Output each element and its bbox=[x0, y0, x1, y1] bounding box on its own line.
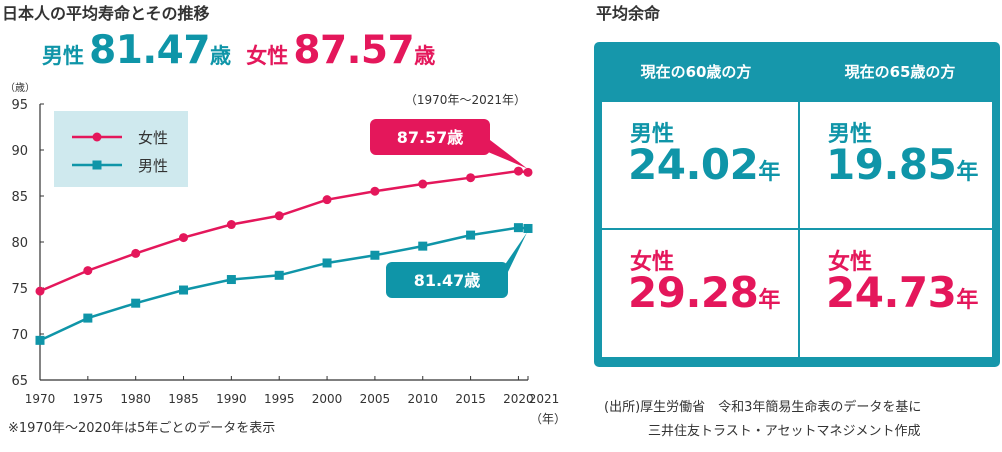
x-tick-label: 1980 bbox=[120, 392, 151, 406]
y-axis-unit: （歳） bbox=[5, 82, 35, 94]
cell-female-65: 女性 24.73年 bbox=[800, 230, 992, 357]
cell-female-65-value: 24.73 bbox=[826, 268, 957, 317]
x-tick-label: 2021 bbox=[529, 392, 560, 406]
column-header-60: 現在の60歳の方 bbox=[640, 63, 752, 81]
cell-male-60-value: 24.02 bbox=[628, 140, 759, 189]
data-point bbox=[274, 270, 284, 280]
x-tick-label: 2010 bbox=[407, 392, 438, 406]
source-note: (出所)厚生労働省 令和3年簡易生命表のデータを基に 三井住友トラスト・アセット… bbox=[604, 396, 921, 444]
data-point bbox=[513, 166, 523, 176]
source-line-2: 三井住友トラスト・アセットマネジメント作成 bbox=[648, 424, 921, 439]
y-tick-label: 95 bbox=[11, 98, 28, 113]
data-point bbox=[226, 275, 236, 285]
cell-female-60: 女性 29.28年 bbox=[602, 230, 798, 357]
headline-female-label: 女性 bbox=[246, 44, 289, 68]
chart-subtitle: （1970年～2021年） bbox=[405, 93, 526, 107]
y-tick-label: 75 bbox=[11, 282, 28, 297]
x-tick-label: 1970 bbox=[25, 392, 56, 406]
headline-male-value: 81.47 bbox=[89, 28, 210, 73]
data-point bbox=[370, 250, 380, 260]
cell-male-60-unit: 年 bbox=[758, 160, 780, 185]
cell-female-60-label: 女性 bbox=[630, 250, 675, 275]
x-tick-label: 1990 bbox=[216, 392, 247, 406]
cell-male-65-label: 男性 bbox=[828, 122, 873, 147]
y-tick-label: 80 bbox=[11, 236, 28, 251]
cell-male-65: 男性 19.85年 bbox=[800, 102, 992, 228]
legend-label: 男性 bbox=[138, 157, 168, 175]
headline-male-unit: 歳 bbox=[209, 44, 231, 68]
series-line bbox=[39, 226, 529, 342]
cell-male-65-unit: 年 bbox=[956, 160, 978, 185]
data-point bbox=[179, 233, 189, 243]
legend-label: 女性 bbox=[138, 129, 168, 147]
x-tick-label: 2005 bbox=[360, 392, 391, 406]
cell-male-60: 男性 24.02年 bbox=[602, 102, 798, 228]
data-point bbox=[179, 285, 189, 295]
cell-female-60-value: 29.28 bbox=[628, 268, 759, 317]
x-tick-label: 2000 bbox=[312, 392, 343, 406]
cell-male-60-label: 男性 bbox=[630, 122, 675, 147]
y-tick-label: 90 bbox=[11, 144, 28, 159]
x-tick-label: 1975 bbox=[73, 392, 104, 406]
callout-male-box bbox=[386, 262, 508, 298]
callout-female-pointer bbox=[488, 140, 527, 169]
data-point bbox=[35, 335, 45, 345]
data-point bbox=[83, 266, 93, 276]
table-title: 平均余命 bbox=[596, 4, 661, 23]
cell-male-65-value: 19.85 bbox=[826, 140, 957, 189]
x-tick-label: 2015 bbox=[455, 392, 486, 406]
callout-male-pointer bbox=[504, 232, 527, 276]
data-point bbox=[131, 298, 141, 308]
series-line bbox=[39, 169, 529, 293]
chart-footnote: ※1970年～2020年は5年ごとのデータを表示 bbox=[8, 420, 275, 436]
callout-female-label: 87.57歳 bbox=[397, 128, 464, 147]
column-header-65: 現在の65歳の方 bbox=[844, 63, 956, 81]
data-point bbox=[131, 248, 141, 258]
data-point bbox=[523, 223, 533, 233]
headline-female-unit: 歳 bbox=[414, 44, 436, 68]
data-point bbox=[35, 286, 45, 296]
data-point bbox=[370, 186, 380, 196]
legend-marker bbox=[92, 160, 102, 170]
legend-marker bbox=[92, 132, 102, 142]
x-tick-label: 2020 bbox=[503, 392, 534, 406]
callout-male-label: 81.47歳 bbox=[414, 271, 481, 290]
y-tick-label: 70 bbox=[11, 328, 28, 343]
cell-female-60-unit: 年 bbox=[758, 288, 780, 313]
headline-female-value: 87.57 bbox=[293, 28, 415, 73]
legend-box bbox=[54, 111, 188, 187]
data-point bbox=[322, 258, 332, 268]
chart-title: 日本人の平均寿命とその推移 bbox=[2, 4, 210, 23]
data-point bbox=[226, 220, 236, 230]
data-point bbox=[513, 223, 523, 233]
y-tick-label: 85 bbox=[11, 190, 28, 205]
data-point bbox=[418, 241, 428, 251]
cell-female-65-label: 女性 bbox=[828, 250, 873, 275]
data-point bbox=[418, 179, 428, 189]
callout-female-box bbox=[370, 119, 490, 155]
cell-female-65-unit: 年 bbox=[956, 288, 978, 313]
headline: 男性 81.47歳 女性 87.57歳 bbox=[42, 28, 435, 73]
y-tick-label: 65 bbox=[11, 374, 28, 389]
headline-male-label: 男性 bbox=[42, 44, 84, 68]
data-point bbox=[83, 313, 93, 323]
x-tick-label: 1985 bbox=[168, 392, 199, 406]
life-expectancy-chart: 65 70 75 80 85 90 95 （歳） 1970 1975 1980 1985 1990 199… bbox=[5, 82, 566, 436]
source-line-1: (出所)厚生労働省 令和3年簡易生命表のデータを基に bbox=[604, 400, 922, 415]
data-point bbox=[466, 230, 476, 240]
data-point bbox=[466, 173, 476, 183]
data-point bbox=[322, 195, 332, 205]
x-tick-label: 1995 bbox=[264, 392, 295, 406]
x-axis-unit: （年） bbox=[530, 412, 566, 426]
life-expectancy-table: 現在の60歳の方 現在の65歳の方 男性 24.02年 男性 19.85年 女性… bbox=[594, 42, 1000, 367]
data-point bbox=[523, 167, 533, 177]
data-point bbox=[274, 211, 284, 221]
